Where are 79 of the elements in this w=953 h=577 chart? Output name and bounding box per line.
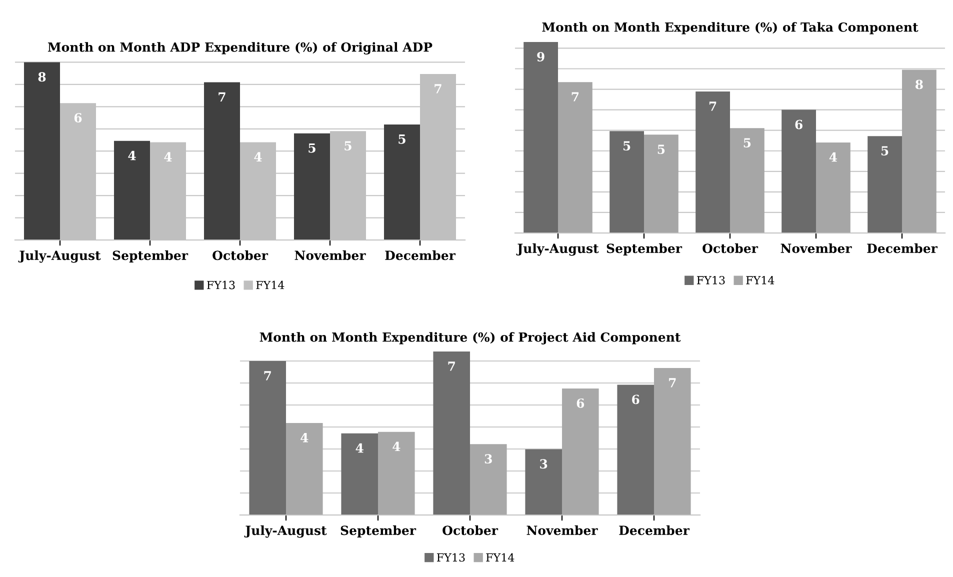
x-tick-label: November [294, 250, 366, 260]
bar [24, 62, 60, 240]
data-label: 4 [392, 442, 400, 452]
data-label: 5 [398, 134, 406, 144]
data-label: 7 [572, 92, 579, 102]
bar [204, 82, 240, 240]
chart-title: Month on Month ADP Expenditure (%) of Original ADP [48, 42, 432, 54]
legend-label: FY14 [486, 553, 514, 562]
bar [286, 423, 323, 515]
data-label: 6 [795, 120, 802, 130]
bar [610, 131, 644, 233]
data-label: 3 [540, 459, 548, 469]
bar [249, 361, 286, 515]
data-label: 4 [356, 443, 364, 453]
bar [524, 42, 558, 233]
data-label: 7 [709, 102, 716, 111]
x-tick-label: December [867, 243, 938, 254]
data-label: 5 [344, 141, 352, 151]
data-label: 5 [308, 143, 316, 153]
bar [114, 140, 150, 240]
data-label: 6 [632, 394, 640, 404]
bar [730, 128, 764, 233]
data-label: 7 [434, 84, 442, 94]
bar [341, 433, 378, 515]
legend-label: FY14 [746, 276, 774, 284]
chart-title: Month on Month Expenditure (%) of Project Aid Component [260, 332, 681, 344]
bar [782, 110, 816, 233]
bar [378, 432, 415, 515]
data-label: 5 [658, 144, 665, 154]
x-tick-label: December [385, 250, 456, 260]
x-tick-label: July-August [18, 250, 101, 263]
data-label: 5 [744, 138, 751, 148]
data-label: 7 [669, 378, 676, 388]
bar [816, 142, 850, 233]
data-label: 4 [128, 150, 136, 160]
bar [433, 352, 470, 515]
legend-label: FY14 [256, 280, 284, 290]
data-label: 4 [829, 152, 838, 162]
bar [562, 388, 599, 515]
bar [644, 134, 678, 233]
data-label: 9 [537, 52, 544, 62]
data-label: 7 [264, 371, 271, 380]
data-label: 8 [38, 72, 46, 82]
legend-label: FY13 [696, 276, 725, 284]
x-tick-label: October [212, 250, 268, 260]
chart-title: Month on Month Expenditure (%) of Taka Component [542, 22, 918, 34]
bar [696, 92, 730, 233]
x-tick-label: September [606, 243, 682, 256]
data-label: 4 [300, 432, 308, 442]
bar [868, 136, 902, 233]
bar [654, 368, 691, 515]
legend-label: FY13 [436, 553, 465, 562]
data-label: 5 [881, 146, 888, 156]
bar [617, 384, 654, 515]
data-label: 4 [164, 152, 172, 162]
data-label: 5 [623, 141, 630, 151]
x-tick-label: September [340, 525, 416, 538]
x-tick-label: November [780, 243, 852, 254]
x-tick-label: July-August [516, 243, 599, 256]
bar [525, 449, 562, 515]
x-tick-label: September [112, 250, 188, 263]
bar [902, 70, 936, 233]
legend-label: FY13 [206, 280, 235, 290]
x-tick-label: October [442, 525, 498, 536]
data-label: 4 [254, 152, 262, 162]
data-label: 6 [74, 113, 82, 123]
x-tick-label: November [526, 525, 598, 536]
data-label: 8 [916, 80, 923, 90]
data-label: 3 [484, 454, 492, 464]
x-tick-label: July-August [244, 525, 327, 538]
bar [470, 444, 507, 515]
bar [294, 133, 330, 240]
data-label: 7 [448, 362, 455, 371]
x-tick-label: October [702, 243, 758, 254]
data-label: 6 [576, 398, 584, 408]
bar [558, 82, 592, 233]
bar [384, 124, 420, 240]
x-tick-label: December [619, 525, 690, 536]
data-label: 7 [218, 92, 226, 102]
